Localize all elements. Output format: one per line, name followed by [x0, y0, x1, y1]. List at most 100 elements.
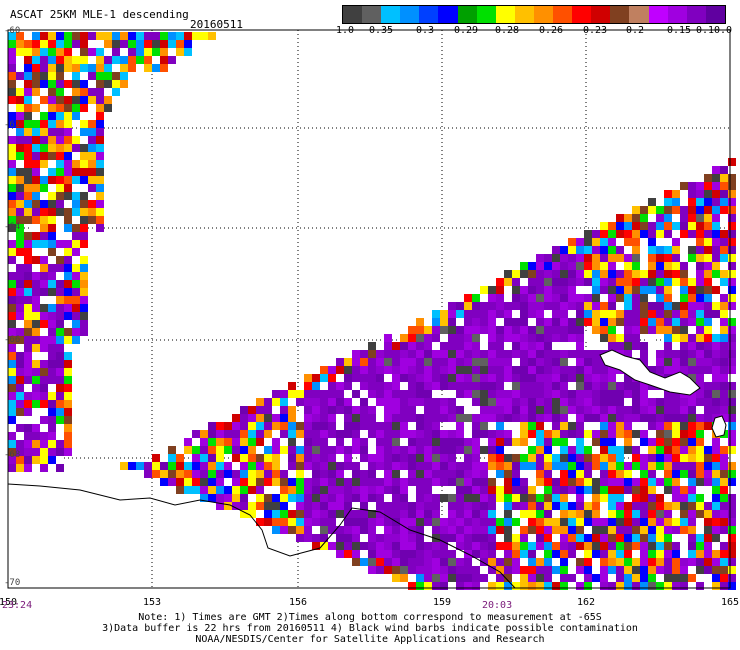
wind-cell — [400, 422, 408, 430]
wind-cell — [296, 446, 304, 454]
wind-cell — [40, 264, 48, 272]
wind-cell — [8, 392, 16, 400]
wind-cell — [640, 534, 648, 542]
wind-cell — [24, 400, 32, 408]
wind-cell — [384, 470, 392, 478]
wind-cell — [648, 342, 656, 350]
wind-cell — [600, 438, 608, 446]
wind-cell — [696, 326, 704, 334]
wind-cell — [632, 542, 640, 550]
wind-cell — [480, 486, 488, 494]
wind-cell — [32, 248, 40, 256]
wind-cell — [576, 518, 584, 526]
wind-cell — [40, 312, 48, 320]
wind-cell — [496, 446, 504, 454]
wind-cell — [704, 174, 712, 182]
wind-cell — [632, 406, 640, 414]
wind-cell — [56, 296, 64, 304]
wind-cell — [488, 534, 496, 542]
wind-cell — [360, 390, 368, 398]
wind-cell — [376, 390, 384, 398]
wind-cell — [664, 422, 672, 430]
coastline-segment — [7, 483, 516, 589]
wind-cell — [680, 334, 688, 342]
wind-cell — [648, 286, 656, 294]
wind-cell — [472, 318, 480, 326]
wind-cell — [416, 374, 424, 382]
wind-cell — [416, 382, 424, 390]
wind-cell — [584, 382, 592, 390]
wind-cell — [688, 278, 696, 286]
wind-cell — [656, 542, 664, 550]
wind-cell — [488, 342, 496, 350]
wind-cell — [504, 446, 512, 454]
wind-cell — [712, 334, 720, 342]
wind-cell — [696, 214, 704, 222]
wind-cell — [144, 470, 152, 478]
wind-cell — [712, 486, 720, 494]
wind-cell — [352, 478, 360, 486]
wind-cell — [544, 438, 552, 446]
wind-cell — [664, 350, 672, 358]
wind-cell — [256, 454, 264, 462]
wind-cell — [664, 478, 672, 486]
wind-cell — [56, 360, 64, 368]
wind-cell — [64, 80, 72, 88]
wind-cell — [200, 438, 208, 446]
wind-cell — [728, 534, 736, 542]
wind-cell — [304, 454, 312, 462]
wind-cell — [712, 494, 720, 502]
wind-cell — [608, 462, 616, 470]
wind-cell — [32, 280, 40, 288]
wind-cell — [704, 534, 712, 542]
wind-cell — [552, 366, 560, 374]
wind-cell — [8, 32, 16, 40]
wind-cell — [688, 398, 696, 406]
wind-cell — [424, 494, 432, 502]
wind-cell — [24, 232, 32, 240]
wind-cell — [624, 566, 632, 574]
wind-cell — [664, 542, 672, 550]
wind-cell — [576, 486, 584, 494]
wind-cell — [280, 398, 288, 406]
wind-cell — [472, 342, 480, 350]
wind-cell — [488, 454, 496, 462]
wind-cell — [32, 56, 40, 64]
wind-cell — [576, 526, 584, 534]
wind-cell — [504, 574, 512, 582]
wind-cell — [376, 550, 384, 558]
wind-cell — [16, 384, 24, 392]
wind-cell — [720, 174, 728, 182]
wind-cell — [448, 454, 456, 462]
wind-cell — [8, 224, 16, 232]
wind-cell — [216, 430, 224, 438]
wind-cell — [432, 470, 440, 478]
wind-cell — [344, 486, 352, 494]
wind-cell — [464, 382, 472, 390]
wind-cell — [248, 414, 256, 422]
wind-cell — [64, 336, 72, 344]
wind-cell — [616, 558, 624, 566]
wind-cell — [248, 510, 256, 518]
wind-cell — [688, 310, 696, 318]
wind-cell — [56, 280, 64, 288]
wind-cell — [72, 312, 80, 320]
wind-cell — [512, 318, 520, 326]
wind-cell — [600, 430, 608, 438]
wind-cell — [16, 352, 24, 360]
wind-cell — [664, 470, 672, 478]
wind-cell — [304, 398, 312, 406]
wind-cell — [720, 382, 728, 390]
wind-cell — [576, 478, 584, 486]
wind-cell — [320, 470, 328, 478]
wind-cell — [472, 374, 480, 382]
wind-cell — [608, 478, 616, 486]
wind-cell — [304, 414, 312, 422]
wind-cell — [256, 438, 264, 446]
wind-cell — [704, 478, 712, 486]
wind-cell — [504, 582, 512, 590]
wind-cell — [16, 272, 24, 280]
wind-cell — [456, 510, 464, 518]
wind-cell — [24, 264, 32, 272]
wind-cell — [592, 406, 600, 414]
